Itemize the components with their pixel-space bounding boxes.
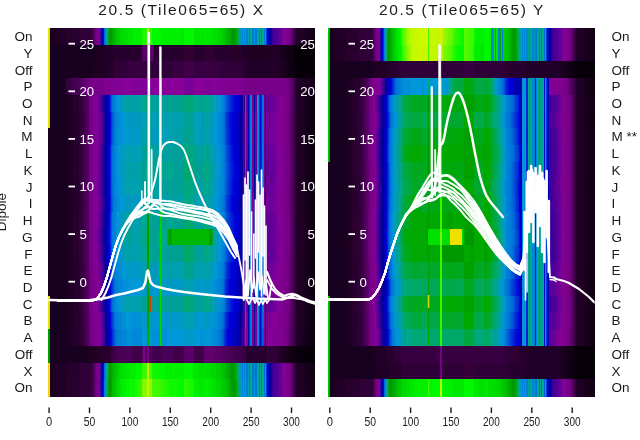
svg-text:50: 50 [84,414,96,429]
svg-text:P: P [612,79,621,94]
svg-text:K: K [612,163,621,178]
svg-text:5: 5 [80,227,87,242]
svg-text:L: L [25,146,33,161]
svg-text:On: On [612,380,630,395]
svg-text:On: On [14,380,32,395]
svg-text:Dipole: Dipole [0,193,9,231]
svg-text:10: 10 [300,179,315,194]
svg-text:0: 0 [327,414,333,429]
svg-text:250: 250 [523,414,540,429]
svg-text:250: 250 [243,414,260,429]
svg-text:0: 0 [360,275,367,290]
svg-text:100: 100 [402,414,419,429]
svg-text:50: 50 [364,414,376,429]
svg-text:0: 0 [46,414,52,429]
svg-text:150: 150 [162,414,179,429]
svg-text:10: 10 [360,179,375,194]
svg-text:Off: Off [15,347,33,362]
svg-text:15: 15 [300,132,315,147]
svg-text:5: 5 [307,227,314,242]
svg-text:X: X [612,364,621,379]
svg-text:C: C [23,297,33,312]
svg-text:B: B [23,313,32,328]
svg-text:I: I [612,196,616,211]
svg-text:20: 20 [300,84,315,99]
svg-text:0: 0 [307,275,314,290]
svg-text:Y: Y [23,46,32,61]
svg-text:20.5 (Tile065=65) X: 20.5 (Tile065=65) X [98,1,264,18]
svg-text:F: F [24,247,32,262]
svg-text:H: H [23,213,33,228]
svg-text:O: O [22,96,33,111]
svg-text:Off: Off [15,63,33,78]
svg-text:F: F [612,247,620,262]
svg-text:M **: M ** [612,129,638,144]
svg-text:D: D [612,280,622,295]
svg-text:300: 300 [283,414,300,429]
svg-text:15: 15 [80,132,95,147]
svg-text:C: C [612,297,622,312]
svg-text:15: 15 [360,132,375,147]
svg-text:On: On [612,29,630,44]
svg-text:D: D [23,280,33,295]
svg-text:100: 100 [122,414,139,429]
svg-text:200: 200 [483,414,500,429]
svg-text:X: X [23,364,32,379]
svg-text:150: 150 [443,414,460,429]
svg-text:5: 5 [360,227,367,242]
svg-text:300: 300 [564,414,581,429]
svg-text:E: E [612,263,621,278]
svg-text:25: 25 [300,37,315,52]
svg-text:K: K [23,163,32,178]
svg-text:J: J [26,180,33,195]
svg-text:H: H [612,213,622,228]
svg-text:20: 20 [80,84,95,99]
svg-text:G: G [612,230,623,245]
svg-text:A: A [612,330,621,345]
svg-text:B: B [612,313,621,328]
svg-text:N: N [23,113,33,128]
svg-text:20: 20 [360,84,375,99]
svg-text:Y: Y [612,46,621,61]
svg-text:Off: Off [612,63,630,78]
svg-text:25: 25 [360,37,375,52]
svg-text:200: 200 [202,414,219,429]
svg-text:25: 25 [80,37,95,52]
svg-text:A: A [23,330,32,345]
svg-text:Off: Off [612,347,630,362]
svg-text:M: M [21,129,32,144]
svg-text:0: 0 [80,275,87,290]
svg-text:On: On [14,29,32,44]
svg-text:20.5 (Tile065=65) Y: 20.5 (Tile065=65) Y [379,1,545,18]
svg-text:J: J [612,180,619,195]
svg-text:G: G [22,230,33,245]
svg-text:E: E [23,263,32,278]
svg-text:10: 10 [80,179,95,194]
svg-text:L: L [612,146,620,161]
svg-text:I: I [29,196,33,211]
svg-text:P: P [23,79,32,94]
svg-text:N: N [612,113,622,128]
svg-text:O: O [612,96,623,111]
